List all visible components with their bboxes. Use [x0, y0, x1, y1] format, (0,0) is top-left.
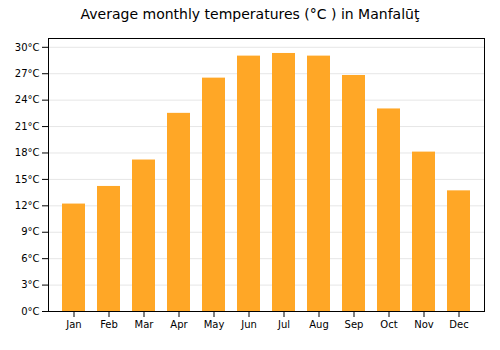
svg-text:6°C: 6°C [21, 253, 39, 264]
svg-text:27°C: 27°C [15, 68, 40, 79]
svg-text:3°C: 3°C [21, 279, 39, 290]
svg-text:Mar: Mar [135, 319, 155, 330]
svg-text:Nov: Nov [414, 319, 434, 330]
svg-text:Dec: Dec [449, 319, 468, 330]
svg-text:21°C: 21°C [15, 121, 40, 132]
svg-text:Apr: Apr [170, 319, 188, 330]
svg-text:Oct: Oct [380, 319, 397, 330]
html-text:Average monthly temperatures (: Average monthly temperatures (°C ) in Ma… [80, 6, 420, 22]
svg-text:15°C: 15°C [15, 174, 40, 185]
svg-text:Jun: Jun [240, 319, 257, 330]
svg-text:Jul: Jul [277, 319, 290, 330]
svg-text:0°C: 0°C [21, 306, 39, 317]
svg-text:18°C: 18°C [15, 147, 40, 158]
svg-text:9°C: 9°C [21, 226, 39, 237]
svg-text:24°C: 24°C [15, 94, 40, 105]
svg-text:Aug: Aug [309, 319, 329, 330]
svg-text:Jan: Jan [65, 319, 81, 330]
svg-text:Feb: Feb [100, 319, 118, 330]
svg-text:30°C: 30°C [15, 42, 40, 53]
svg-text:Sep: Sep [345, 319, 364, 330]
svg-text:12°C: 12°C [15, 200, 40, 211]
svg-text:May: May [204, 319, 225, 330]
